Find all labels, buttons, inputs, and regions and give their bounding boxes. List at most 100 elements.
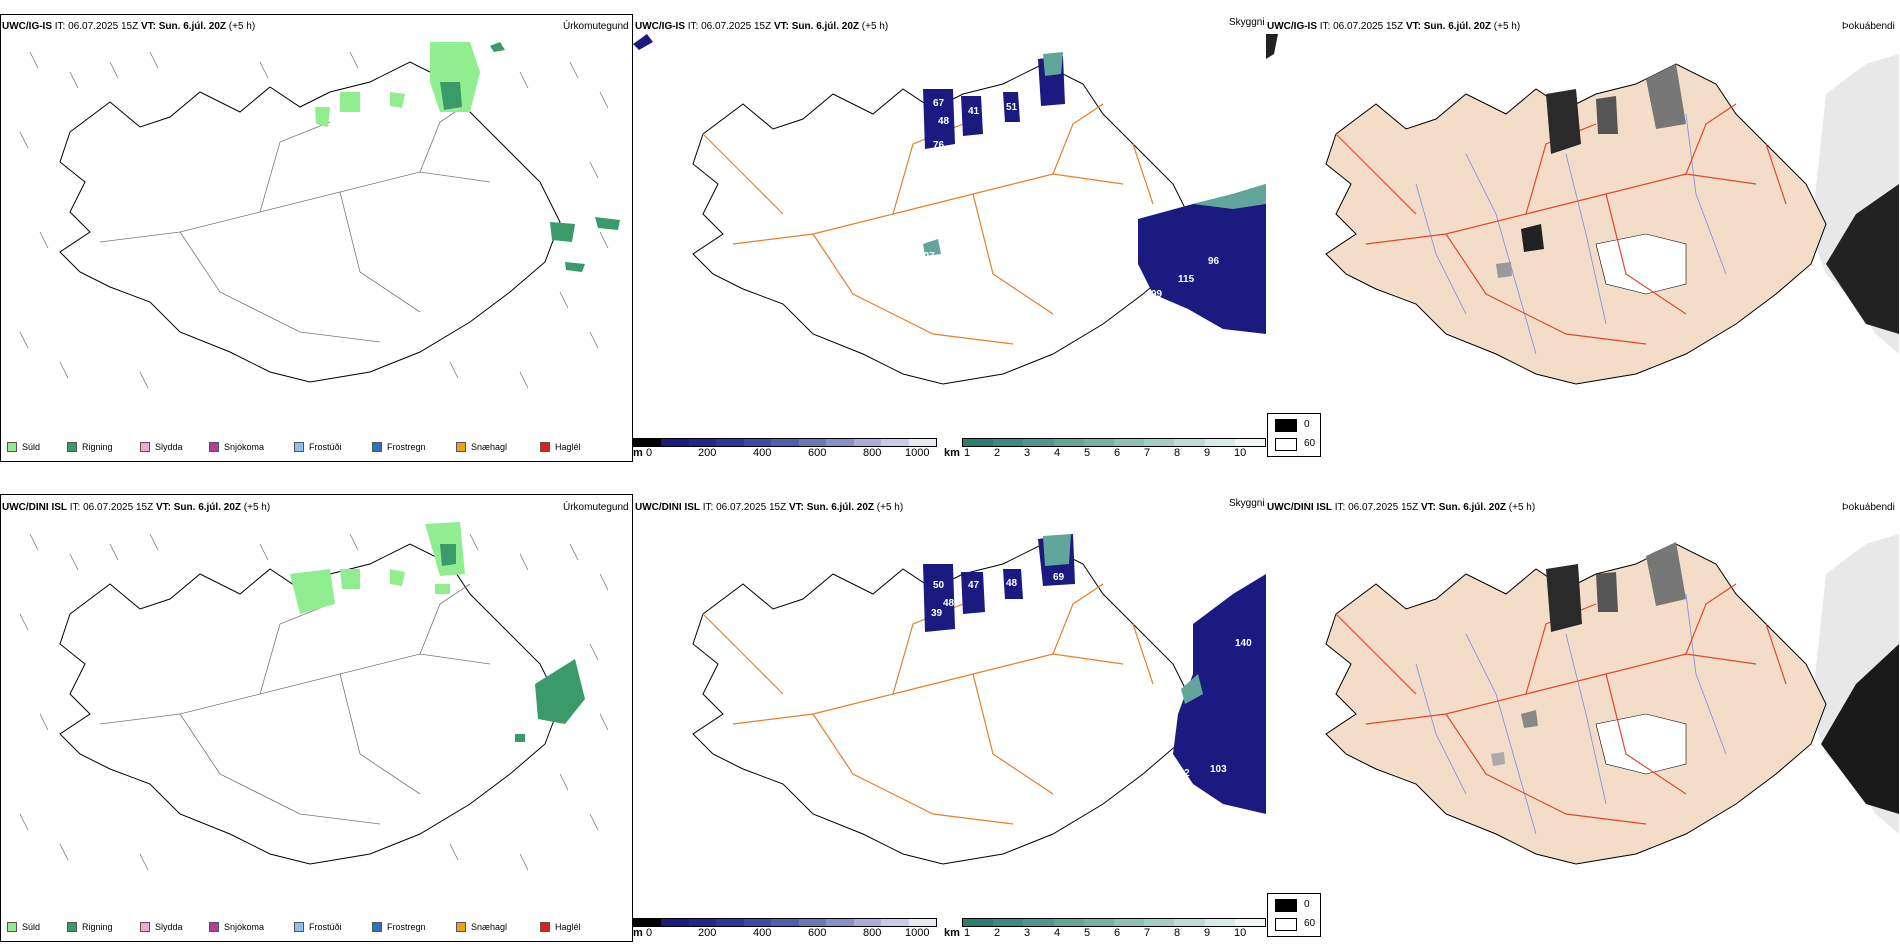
map-value-label: 48 <box>1006 578 1018 589</box>
model-name: UWC/DINI ISL <box>635 502 700 513</box>
vt-label: VT: <box>773 21 789 32</box>
legend-label: Frostregn <box>387 922 426 932</box>
fog-swatch-white <box>1275 918 1297 931</box>
vt-value: Sun. 6.júl. 20Z <box>173 502 241 513</box>
rivers <box>1415 113 1727 355</box>
legend-label: Slydda <box>155 442 183 452</box>
map-value-label: 122 <box>1173 768 1190 779</box>
map-value-label: 76 <box>933 140 945 151</box>
map-value-label: 51 <box>1006 102 1018 113</box>
visibility-tick: 8 <box>1174 447 1181 459</box>
vt-label: VT: <box>1405 21 1421 32</box>
lead-time: (+5 h) <box>228 21 256 32</box>
visibility-map-1[interactable]: 67 48 41 51 98 76 107 96 115 99 <box>633 34 1266 434</box>
model-name: UWC/IG-IS <box>635 21 685 32</box>
legend-item: Súld <box>7 442 40 452</box>
map-value-label: 96 <box>1208 256 1220 267</box>
map-value-label: 50 <box>933 580 945 591</box>
height-tick: 800 <box>863 927 882 939</box>
legend-label: Haglél <box>555 922 581 932</box>
row-1: UWC/IG-IS IT: 06.07.2025 15Z VT: Sun. 6.… <box>0 14 1899 462</box>
legend-label: Frostúði <box>309 442 342 452</box>
legend-item: Frostúði <box>294 922 342 932</box>
visibility-tick: 2 <box>994 927 1001 939</box>
visibility-tick: 6 <box>1114 927 1121 939</box>
it-value: 06.07.2025 15Z <box>701 21 772 32</box>
it-value: 06.07.2025 15Z <box>716 502 787 513</box>
visibility-map-2[interactable]: 50 39 48 47 48 69 140 122 103 <box>633 514 1266 914</box>
map-value-label: 41 <box>968 106 980 117</box>
legend-item: Slydda <box>140 442 183 452</box>
legend-label: Súld <box>22 922 41 932</box>
visibility-tick: 4 <box>1054 447 1061 459</box>
map-value-label: 99 <box>1151 289 1163 300</box>
visibility-unit: km <box>944 447 960 459</box>
legend-item: Slydda <box>140 922 183 932</box>
map-value-label: 48 <box>938 116 950 127</box>
legend-label: Snæhagl <box>471 922 508 932</box>
legend-swatch <box>294 922 304 932</box>
fog-map-title-2: UWC/DINI ISL IT: 06.07.2025 15Z VT: Sun.… <box>1267 502 1535 513</box>
height-tick: 400 <box>753 447 772 459</box>
legend-label: Súld <box>22 442 41 452</box>
fog-legend-1: 0 60 <box>1267 413 1321 457</box>
map-value-label: 103 <box>1210 764 1227 775</box>
height-tick: 800 <box>863 447 882 459</box>
legend-item: Súld <box>7 922 40 932</box>
legend-swatch <box>67 922 77 932</box>
legend-label: Rigning <box>82 922 113 932</box>
height-colorbar-2 <box>633 918 937 927</box>
it-value: 06.07.2025 15Z <box>1333 21 1404 32</box>
legend-label: Frostúði <box>309 922 342 932</box>
visibility-tick: 6 <box>1114 447 1121 459</box>
height-tick: 200 <box>698 447 717 459</box>
fog-map-1[interactable] <box>1266 34 1899 434</box>
iceland-outline <box>692 543 1194 865</box>
precip-map-title-1: UWC/IG-IS IT: 06.07.2025 15Z VT: Sun. 6.… <box>2 21 255 32</box>
precip-map-1[interactable] <box>0 32 633 462</box>
legend-swatch <box>140 442 150 452</box>
legend-label: Snjókoma <box>224 442 265 452</box>
lead-time: (+5 h) <box>1493 21 1521 32</box>
visibility-tick: 7 <box>1144 447 1151 459</box>
visibility-map-type-label-2: Skyggni <box>1229 498 1265 509</box>
visibility-tick: 3 <box>1024 447 1031 459</box>
fog-map-type-label-2: Þokuábendi <box>1842 502 1895 513</box>
precip-map-type-label-1: Úrkomutegund <box>563 21 629 32</box>
legend-label: Frostregn <box>387 442 426 452</box>
legend-swatch <box>67 442 77 452</box>
visibility-unit: km <box>944 927 960 939</box>
fog-map-2[interactable] <box>1266 514 1899 914</box>
height-tick: 1000 <box>905 447 930 459</box>
precip-map-type-label-2: Úrkomutegund <box>563 502 629 513</box>
height-tick: 200 <box>698 927 717 939</box>
visibility-tick: 9 <box>1204 447 1211 459</box>
legend-swatch <box>456 442 466 452</box>
precip-legend-2: Súld Rigning Slydda Snjókoma Frostúði Fr… <box>0 912 633 942</box>
it-label: IT: <box>1334 502 1346 513</box>
iceland-outline <box>59 543 561 865</box>
it-label: IT: <box>1319 21 1331 32</box>
lead-time: (+5 h) <box>243 502 271 513</box>
roads <box>1335 103 1787 345</box>
fog-map-title-1: UWC/IG-IS IT: 06.07.2025 15Z VT: Sun. 6.… <box>1267 21 1520 32</box>
height-tick: 1000 <box>905 927 930 939</box>
fog-areas <box>1496 64 1686 278</box>
visibility-tick: 9 <box>1204 927 1211 939</box>
height-tick: 0 <box>646 447 653 459</box>
legend-swatch <box>140 922 150 932</box>
precip-areas <box>315 42 620 272</box>
legend-item: Rigning <box>67 922 113 932</box>
precip-areas <box>290 522 585 742</box>
precip-map-2[interactable] <box>0 514 633 934</box>
it-label: IT: <box>702 502 714 513</box>
map-value-label: 140 <box>1235 638 1252 649</box>
fog-swatch-white <box>1275 438 1297 451</box>
it-value: 06.07.2025 15Z <box>1348 502 1419 513</box>
fog-swatch-black <box>1275 899 1297 912</box>
visibility-tick: 5 <box>1084 927 1091 939</box>
fog-swatch-black <box>1275 419 1297 432</box>
map-value-label: 69 <box>1053 572 1065 583</box>
map-value-label: 98 <box>1068 90 1080 101</box>
legend-label: Snæhagl <box>471 442 508 452</box>
